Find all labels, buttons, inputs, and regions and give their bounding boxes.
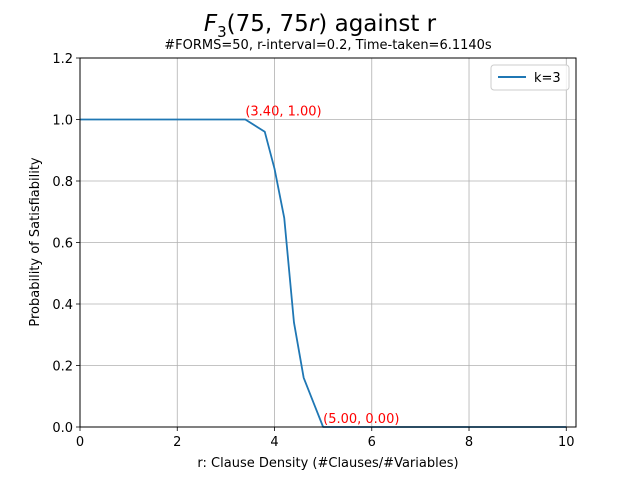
chart-title: F3(75, 75r) against r	[204, 11, 437, 41]
data-point	[284, 217, 285, 218]
x-tick-label: 6	[368, 435, 376, 450]
y-axis-label: Probability of Satisfiability	[28, 157, 43, 327]
annotation-label: (3.40, 1.00)	[245, 105, 321, 120]
x-tick-label: 2	[173, 435, 181, 450]
data-point	[147, 119, 148, 120]
legend-box	[490, 64, 570, 91]
data-point	[303, 377, 304, 378]
data-point	[157, 119, 158, 120]
annotation-label: (5.00, 0.00)	[323, 412, 399, 427]
chart-title-arg-coeff: 75	[280, 11, 309, 37]
axis-ticks: 0 2 4 6 8 10 0.0 0.2 0.4 0.6 0.8 1.0 1.2	[52, 52, 574, 450]
y-tick-label: 0.4	[52, 298, 73, 313]
data-point	[254, 125, 255, 126]
y-tick-label: 1.0	[52, 114, 73, 129]
x-tick-label: 0	[76, 435, 84, 450]
chart-title-function: F	[204, 11, 218, 37]
x-tick-label: 10	[558, 435, 575, 450]
data-point	[99, 119, 100, 120]
x-tick-label: 4	[270, 435, 278, 450]
chart-title-suffix: against r	[335, 11, 437, 37]
y-tick-label: 0.8	[52, 175, 73, 190]
data-point	[89, 119, 90, 120]
legend: k=3	[490, 64, 570, 91]
annotations: (3.40, 1.00) (5.00, 0.00)	[245, 105, 399, 428]
data-point	[235, 119, 236, 120]
data-point	[264, 131, 265, 132]
data-point	[186, 119, 187, 120]
data-point	[128, 119, 129, 120]
y-tick-label: 0.0	[52, 421, 73, 436]
x-tick-label: 8	[465, 435, 473, 450]
y-tick-label: 1.2	[52, 52, 73, 67]
data-point	[109, 119, 110, 120]
data-point	[313, 402, 314, 403]
data-point	[138, 119, 139, 120]
y-tick-label: 0.6	[52, 237, 73, 252]
chart-title-arg-n: 75	[236, 11, 265, 37]
data-point	[274, 168, 275, 169]
data-point	[118, 119, 119, 120]
data-point	[167, 119, 168, 120]
chart-title-arg-var: r	[309, 11, 320, 37]
legend-label-k3: k=3	[534, 71, 561, 86]
x-axis-label: r: Clause Density (#Clauses/#Variables)	[197, 456, 458, 471]
data-point	[177, 119, 178, 120]
data-point	[225, 119, 226, 120]
data-point	[206, 119, 207, 120]
chart-title-subscript: 3	[217, 23, 227, 41]
y-tick-label: 0.2	[52, 360, 73, 375]
chart-subtitle: #FORMS=50, r-interval=0.2, Time-taken=6.…	[164, 38, 492, 53]
data-point	[196, 119, 197, 120]
data-point	[216, 119, 217, 120]
data-point	[293, 322, 294, 323]
